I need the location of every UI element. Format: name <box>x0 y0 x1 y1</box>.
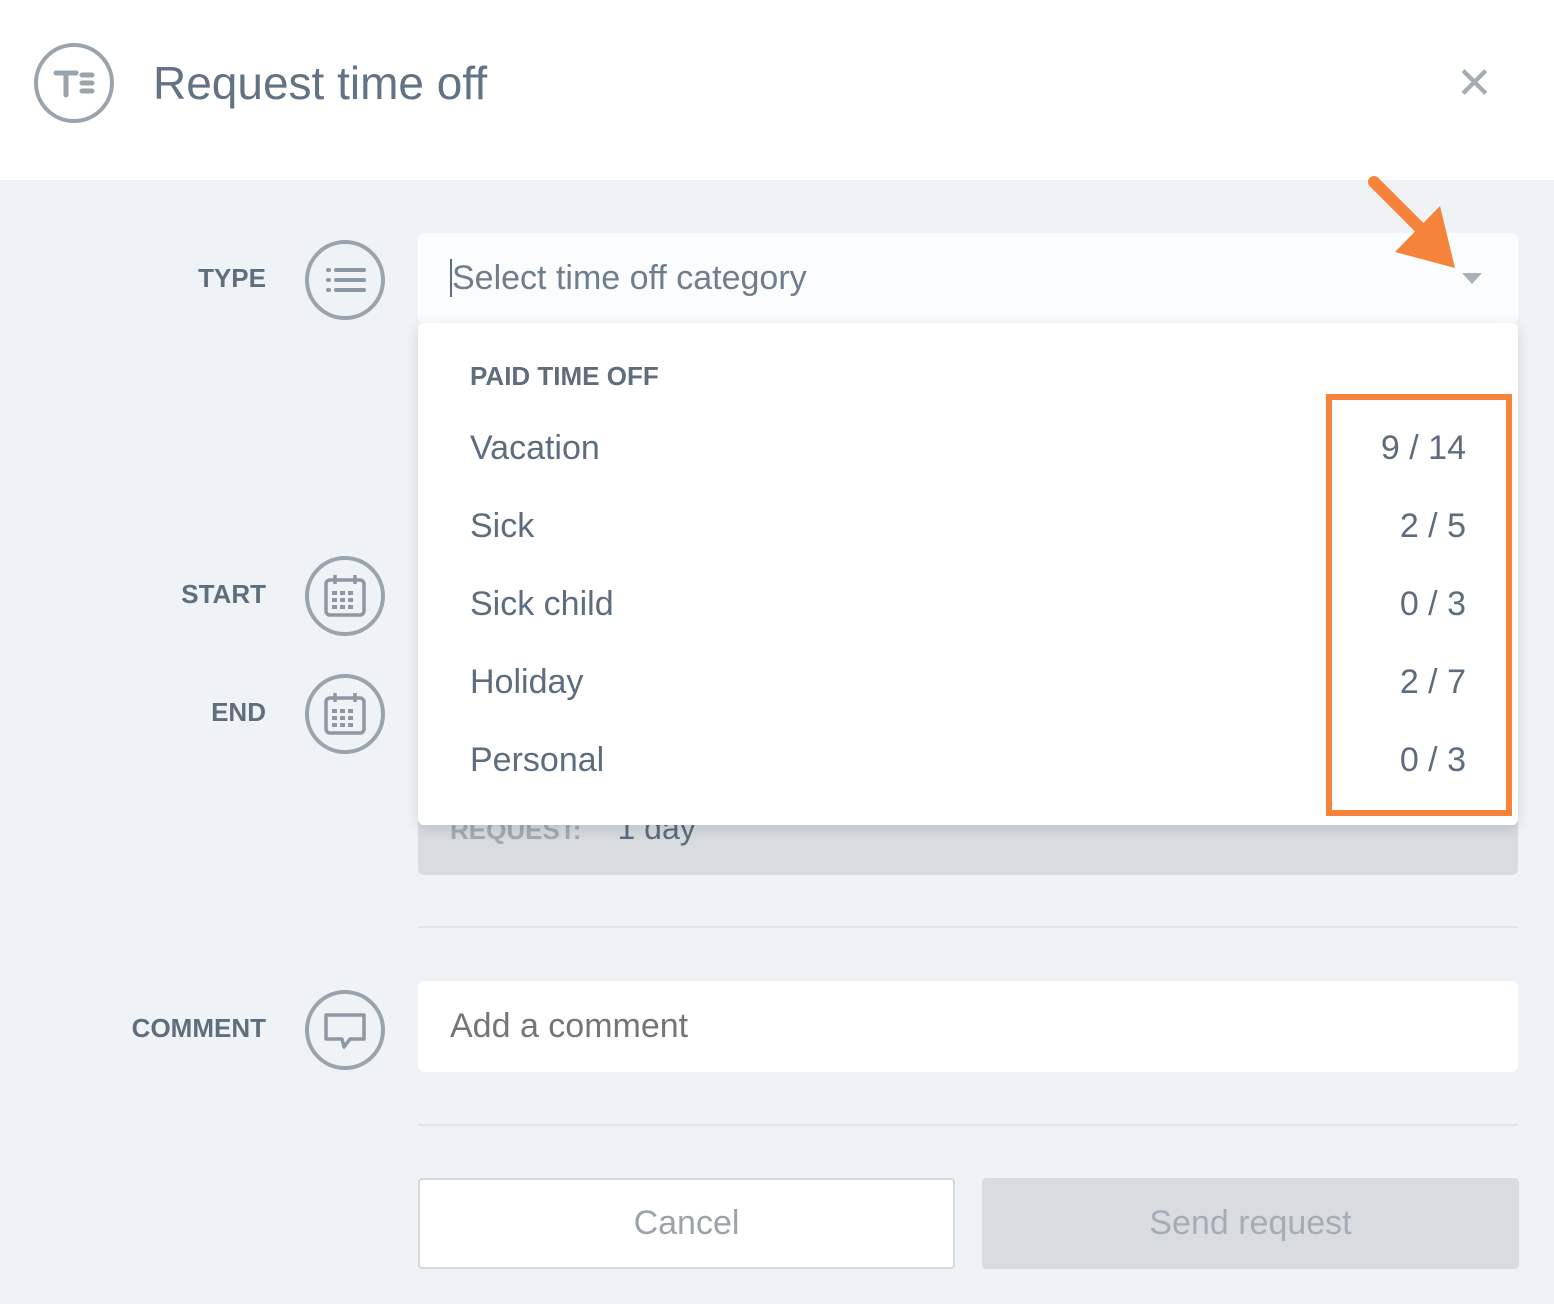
calendar-icon[interactable] <box>305 556 385 636</box>
calendar-icon[interactable] <box>305 674 385 754</box>
send-request-button[interactable]: Send request <box>982 1178 1519 1269</box>
option-label: Holiday <box>470 662 584 701</box>
app-logo <box>34 43 114 123</box>
option-balance: 2 / 7 <box>1399 662 1466 701</box>
chevron-down-icon[interactable] <box>1462 273 1482 284</box>
annotation-highlight-box <box>1326 394 1512 816</box>
start-label: START <box>181 579 266 609</box>
comment-input[interactable] <box>418 981 1518 1072</box>
end-label: END <box>211 697 266 727</box>
type-dropdown: PAID TIME OFF Vacation 9 / 14 Sick 2 / 5 S… <box>418 323 1518 825</box>
option-label: Sick child <box>470 584 614 623</box>
type-label: TYPE <box>198 263 266 293</box>
option-sick-child[interactable]: Sick child 0 / 3 <box>418 565 1518 643</box>
option-label: Vacation <box>470 428 600 467</box>
option-personal[interactable]: Personal 0 / 3 <box>418 721 1518 799</box>
option-balance: 2 / 5 <box>1399 506 1466 545</box>
list-icon <box>305 240 385 320</box>
option-balance: 9 / 14 <box>1380 428 1466 467</box>
option-label: Sick <box>470 506 535 545</box>
option-balance: 0 / 3 <box>1399 740 1466 779</box>
comment-icon <box>305 990 385 1070</box>
option-vacation[interactable]: Vacation 9 / 14 <box>418 409 1518 487</box>
option-holiday[interactable]: Holiday 2 / 7 <box>418 643 1518 721</box>
dropdown-group-label: PAID TIME OFF <box>470 361 659 391</box>
close-icon[interactable]: ✕ <box>1456 59 1493 108</box>
divider <box>418 1124 1518 1126</box>
type-placeholder: Select time off category <box>450 259 807 297</box>
comment-label: COMMENT <box>131 1013 266 1043</box>
option-sick[interactable]: Sick 2 / 5 <box>418 487 1518 565</box>
dialog-header: Request time off ✕ <box>0 0 1554 180</box>
option-balance: 0 / 3 <box>1399 584 1466 623</box>
annotation-arrow-icon <box>1368 176 1455 268</box>
dialog-title: Request time off <box>153 57 488 109</box>
type-select[interactable]: Select time off category <box>418 233 1518 323</box>
cancel-button[interactable]: Cancel <box>418 1178 955 1269</box>
option-label: Personal <box>470 740 605 779</box>
divider <box>418 926 1518 928</box>
